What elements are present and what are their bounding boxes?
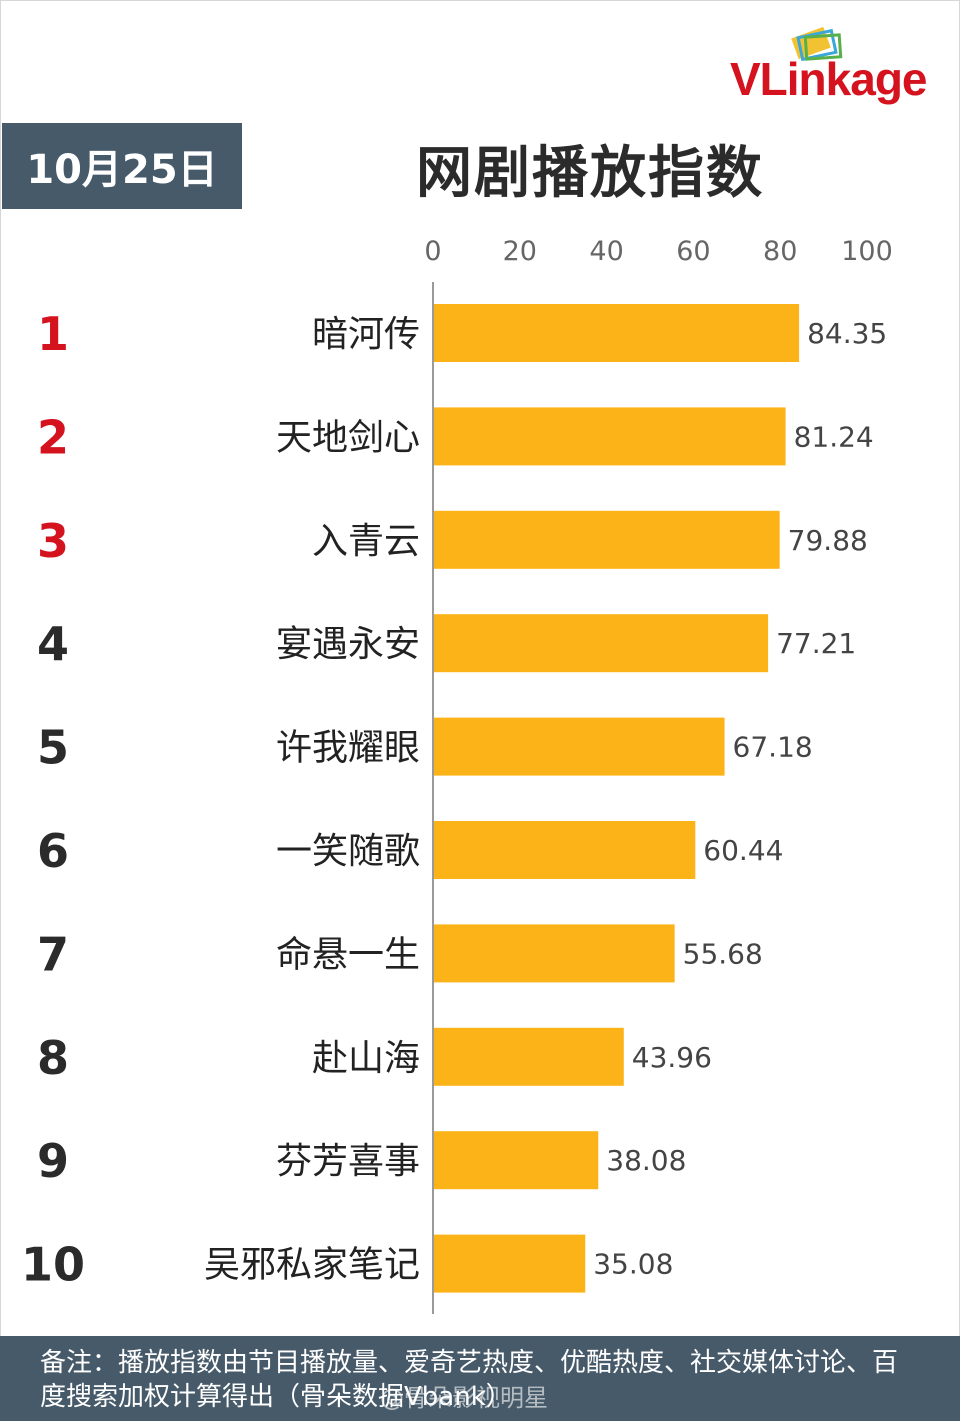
data-label: 43.96 [632,1041,712,1074]
data-label: 79.88 [788,524,868,557]
footer-note: 备注：播放指数由节目播放量、爱奇艺热度、优酷热度、社交媒体讨论、百度搜索加权计算… [0,1336,960,1421]
rank-number: 4 [37,617,69,671]
data-label: 67.18 [733,731,813,764]
x-tick-label: 40 [589,236,623,267]
bar [434,821,696,879]
bar-row: 10 吴邪私家笔记 35.08 [21,1234,673,1293]
brand-name: VLinkage [730,53,928,105]
data-label: 38.08 [606,1144,686,1177]
data-label: 35.08 [593,1248,673,1281]
rank-number: 10 [21,1238,85,1292]
bar-row: 8 赴山海 43.96 [37,1027,712,1086]
bar [434,1131,599,1190]
bar-row: 5 许我耀眼 67.18 [37,717,813,776]
bar [434,924,675,983]
data-label: 81.24 [794,420,874,453]
rank-number: 1 [37,307,69,361]
bar-chart: 0 20 40 60 80 100 1 暗河传 84.35 2 天地剑心 81.24 3 入青云 79.8… [21,236,893,1314]
chart-title: 网剧播放指数 [416,141,764,206]
bar-row: 4 宴遇永安 77.21 [37,614,856,673]
rank-number: 7 [37,927,69,981]
brand-logo: VLinkage [730,20,952,106]
bar [434,407,786,466]
bar-row: 9 芬芳喜事 38.08 [37,1131,686,1190]
x-tick-label: 60 [676,236,710,267]
category-label: 暗河传 [312,314,420,355]
category-label: 赴山海 [312,1038,420,1079]
rank-number: 2 [37,410,69,464]
date-badge: 10月25日 [2,123,242,209]
category-label: 吴邪私家笔记 [204,1245,420,1286]
bar [434,614,769,673]
rank-number: 3 [37,514,69,568]
bar-row: 3 入青云 79.88 [37,510,868,569]
data-label: 84.35 [807,317,887,350]
rank-number: 5 [37,721,69,775]
bar [434,1027,624,1086]
x-axis-ticks: 0 20 40 60 80 100 [424,236,892,267]
data-label: 55.68 [683,937,763,970]
bar-row: 1 暗河传 84.35 [37,304,887,362]
category-label: 许我耀眼 [276,728,420,769]
category-label: 入青云 [312,521,420,562]
category-label: 宴遇永安 [276,624,420,665]
bar-row: 6 一笑随歌 60.44 [37,821,783,879]
category-label: 一笑随歌 [276,831,420,872]
x-tick-label: 80 [763,236,797,267]
x-tick-label: 100 [841,236,893,267]
category-label: 命悬一生 [276,934,420,975]
bar [434,510,780,569]
data-label: 77.21 [776,627,856,660]
logo-cards-icon [791,26,843,62]
x-tick-label: 20 [503,236,537,267]
bar [434,304,800,362]
bar [434,1234,586,1293]
rank-number: 9 [37,1134,69,1188]
bar-row: 7 命悬一生 55.68 [37,924,763,983]
bar-rows: 1 暗河传 84.35 2 天地剑心 81.24 3 入青云 79.88 4 宴遇永安 77.21 5 许… [21,304,887,1293]
rank-number: 8 [37,1031,69,1085]
bar-row: 2 天地剑心 81.24 [37,407,874,466]
watermark: @骨朵影视明星 [380,1384,548,1412]
data-label: 60.44 [703,834,783,867]
x-tick-label: 0 [424,236,441,267]
category-label: 芬芳喜事 [276,1141,420,1182]
rank-number: 6 [37,824,69,878]
bar [434,717,725,776]
category-label: 天地剑心 [276,417,420,458]
